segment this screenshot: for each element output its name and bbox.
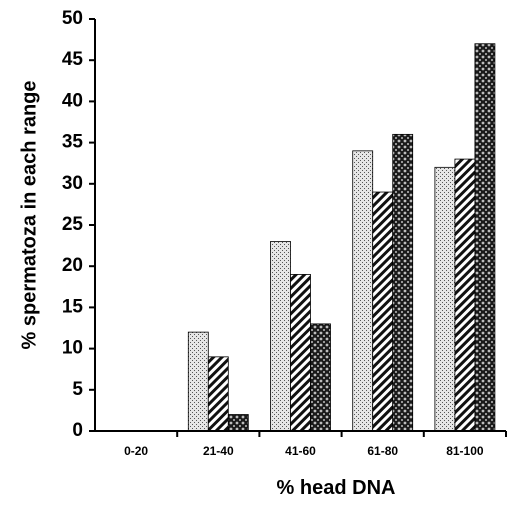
y-axis-title: % spermatoza in each range xyxy=(18,81,40,350)
bar xyxy=(290,274,311,432)
bar xyxy=(187,331,209,432)
y-tick-label: 30 xyxy=(62,173,83,194)
x-category-label: 0-20 xyxy=(124,444,148,458)
bar xyxy=(372,191,394,432)
y-tick-label: 10 xyxy=(62,338,83,359)
y-tick-label: 0 xyxy=(72,420,83,441)
bar xyxy=(352,150,374,432)
x-category-label: 41-60 xyxy=(285,444,316,458)
y-tick-label: 40 xyxy=(62,90,83,111)
x-category-label: 81-100 xyxy=(446,444,484,458)
y-tick-label: 25 xyxy=(62,214,84,235)
bar xyxy=(310,323,331,432)
y-tick-label: 5 xyxy=(72,379,83,400)
bar xyxy=(434,166,456,432)
x-axis-title: % head DNA xyxy=(277,477,396,499)
bar xyxy=(227,414,249,432)
bar xyxy=(270,241,291,432)
y-tick-label: 50 xyxy=(62,8,83,29)
bars-layer xyxy=(187,43,496,432)
y-tick-label: 35 xyxy=(62,132,84,153)
x-category-label: 21-40 xyxy=(203,444,234,458)
y-tick-label: 15 xyxy=(62,296,84,317)
x-category-label: 61-80 xyxy=(367,444,398,458)
bar xyxy=(454,158,476,432)
bar xyxy=(207,356,229,432)
bar xyxy=(392,133,414,432)
axes-layer: 0 5 10 15 20 25 30 35 40 45 50 0-20 21-40 41-60 61-80 8… xyxy=(62,8,507,458)
y-tick-label: 20 xyxy=(62,255,83,276)
y-tick-label: 45 xyxy=(62,49,84,70)
bar xyxy=(474,43,496,432)
